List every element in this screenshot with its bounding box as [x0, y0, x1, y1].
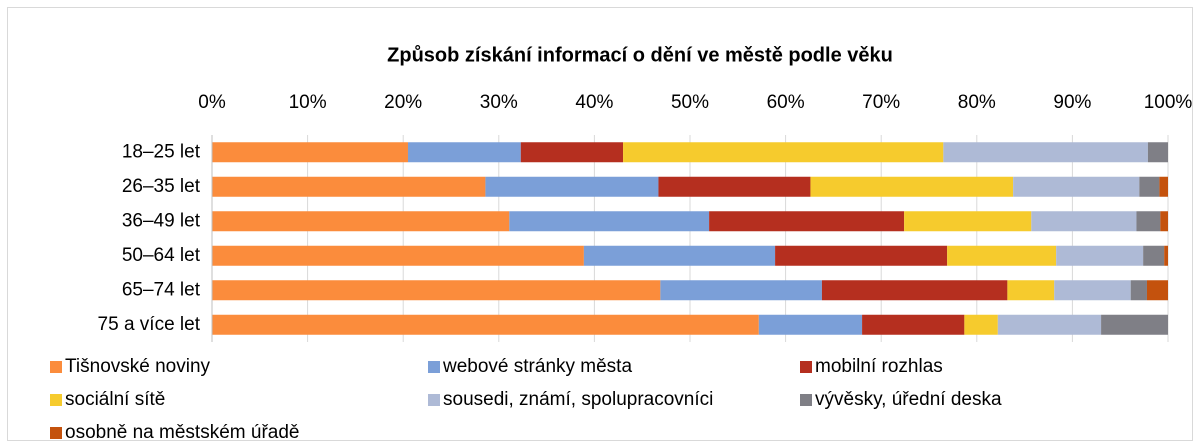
x-tick-label: 80% [958, 92, 996, 113]
bar-segment [997, 314, 1102, 335]
legend-label: osobně na městském úřadě [65, 422, 299, 443]
bar-segment [964, 314, 998, 335]
bar-segment [520, 142, 624, 163]
bar-segment [1056, 245, 1144, 266]
x-tick-label: 40% [575, 92, 613, 113]
bar-segment [1130, 280, 1147, 301]
bar-segment [1164, 245, 1168, 266]
x-tick-label: 10% [289, 92, 327, 113]
bar-segment [660, 280, 822, 301]
bar-segment [212, 142, 408, 163]
bar-segment [212, 245, 584, 266]
legend-label: Tišnovské noviny [65, 356, 211, 377]
legend-swatch [50, 427, 62, 439]
chart-title: Způsob získání informací o dění ve městě… [387, 44, 893, 66]
legend-swatch [428, 361, 440, 373]
bar-segment [1054, 280, 1131, 301]
bar-segment [658, 176, 811, 197]
y-tick-label: 26–35 let [122, 176, 201, 197]
x-tick-label: 30% [480, 92, 518, 113]
legend-label: mobilní rozhlas [815, 356, 943, 377]
legend-label: sociální sítě [65, 389, 165, 410]
y-tick-label: 65–74 let [122, 279, 201, 300]
bar-segment [1136, 211, 1161, 232]
bar-segment [212, 280, 661, 301]
bar-segment [1101, 314, 1168, 335]
bar-segment [485, 176, 659, 197]
y-tick-label: 36–49 let [122, 210, 201, 231]
bar-segment [709, 211, 905, 232]
x-tick-label: 90% [1053, 92, 1091, 113]
bar-segment [212, 314, 759, 335]
x-tick-label: 60% [767, 92, 805, 113]
legend-swatch [428, 394, 440, 406]
bar-segment [1159, 176, 1168, 197]
legend-swatch [800, 394, 812, 406]
bar-segment [1146, 280, 1168, 301]
bar-segment [1160, 211, 1168, 232]
bar-segment [904, 211, 1032, 232]
bar-segment [212, 211, 510, 232]
x-tick-label: 0% [198, 92, 226, 113]
y-tick-label: 50–64 let [122, 245, 201, 266]
bar-segment [509, 211, 710, 232]
legend-label: vývěsky, úřední deska [815, 389, 1002, 410]
legend-swatch [50, 394, 62, 406]
bar-segment [1013, 176, 1140, 197]
x-tick-label: 50% [671, 92, 709, 113]
y-tick-label: 18–25 let [122, 141, 201, 162]
legend-swatch [50, 361, 62, 373]
bar-segment [810, 176, 1014, 197]
bar-segment [407, 142, 521, 163]
bar-segment [862, 314, 965, 335]
bar-segment [821, 280, 1008, 301]
legend-swatch [800, 361, 812, 373]
bar-segment [1139, 176, 1160, 197]
legend-label: webové stránky města [442, 356, 632, 377]
bar-segment [947, 245, 1057, 266]
y-tick-label: 75 a více let [98, 314, 201, 335]
bar-segment [1147, 142, 1168, 163]
x-tick-label: 70% [862, 92, 900, 113]
bar-segment [775, 245, 948, 266]
bar-segment [212, 176, 486, 197]
bar-segment [1031, 211, 1137, 232]
bar-segment [1007, 280, 1055, 301]
bar-segment [1143, 245, 1165, 266]
bar-segment [583, 245, 776, 266]
x-tick-label: 100% [1144, 92, 1193, 113]
bar-segment [943, 142, 1148, 163]
bar-segment [623, 142, 944, 163]
bar-segment [758, 314, 863, 335]
legend-label: sousedi, známí, spolupracovníci [443, 389, 713, 410]
x-tick-label: 20% [384, 92, 422, 113]
